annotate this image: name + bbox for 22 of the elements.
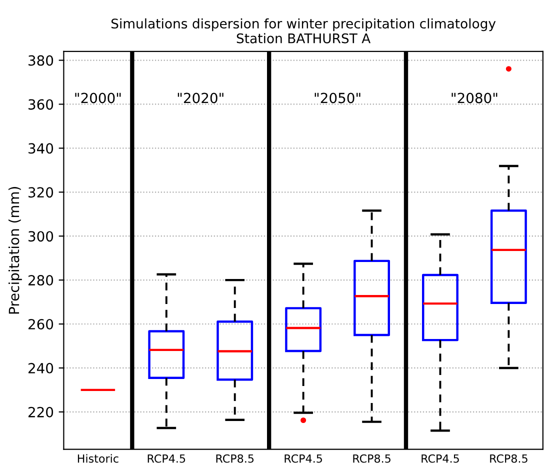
annotation: "2020" [178,92,224,104]
y-tick-label: 360 [28,99,54,110]
y-tick-label: 380 [28,55,54,66]
x-tick-label: RCP8.5 [353,454,390,463]
y-axis-title: Precipitation (mm) [8,187,22,314]
x-tick-label: Historic [78,454,118,463]
y-tick-label: 240 [28,362,54,374]
y-tick-label: 260 [28,318,54,330]
y-tick-label: 280 [28,275,54,286]
y-tick-label: 220 [28,406,54,418]
annotation: "2050" [314,92,360,104]
y-tick-label: 300 [28,231,54,242]
annotation: "2000" [75,92,121,104]
chart-title: Simulations dispersion for winter precipitation climatology Station BATHURST A [111,18,496,44]
y-tick-label: 340 [28,143,54,154]
y-tick-label: 320 [28,187,54,198]
x-tick-label: RCP4.5 [284,454,322,463]
annotation: "2080" [452,92,498,104]
x-tick-label: RCP8.5 [216,454,254,463]
x-tick-label: RCP8.5 [490,454,528,463]
x-tick-label: RCP4.5 [148,454,186,463]
x-tick-label: RCP4.5 [422,454,459,463]
